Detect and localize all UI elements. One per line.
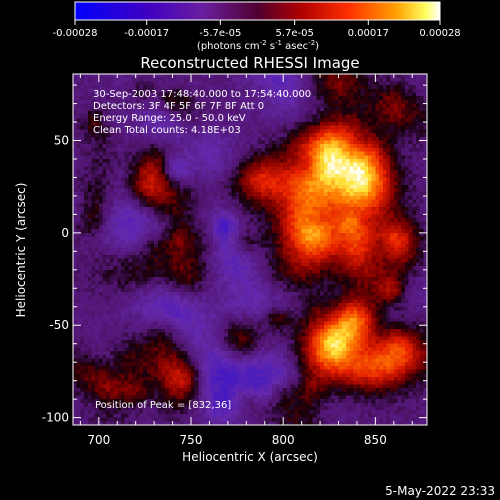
info-text-block: 30-Sep-2003 17:48:40.000 to 17:54:40.000…: [93, 89, 311, 136]
y-tick-label: -50: [49, 318, 69, 332]
y-tick-label: 0: [61, 226, 69, 240]
x-tick-label: 850: [364, 433, 387, 447]
x-axis-label: Heliocentric X (arcsec): [182, 450, 318, 464]
peak-position-text: Position of Peak = [832,36]: [95, 400, 231, 411]
info-line-detectors: Detectors: 3F 4F 5F 6F 7F 8F Att 0: [93, 101, 264, 112]
heatmap-image: [73, 74, 427, 425]
colorbar-tick-label: -0.00028: [53, 28, 98, 39]
colorbar-tick-label: 0.00017: [348, 28, 389, 39]
info-line-energy: Energy Range: 25.0 - 50.0 keV: [93, 113, 246, 124]
y-axis-label: Heliocentric Y (arcsec): [14, 183, 28, 318]
x-tick-label: 700: [87, 433, 110, 447]
timestamp: 5-May-2022 23:33: [385, 484, 495, 498]
colorbar: [75, 2, 440, 20]
colorbar-tick-label: 0.00028: [419, 28, 460, 39]
colorbar-ticks: -0.00028 -0.00017 -5.7e-05 5.7e-05 0.00017 0.…: [53, 20, 461, 39]
colorbar-tick-label: 5.7e-05: [275, 28, 313, 39]
plot-frame: [72, 73, 428, 426]
colorbar-unit-label: (photons cm-2 s-1 asec-2): [197, 39, 319, 52]
info-line-counts: Clean Total counts: 4.18E+03: [93, 125, 241, 136]
colorbar-tick-label: -0.00017: [124, 28, 169, 39]
y-tick-label: 50: [54, 134, 69, 148]
axis-ticks: 700 750 800 850 -100 -50 0 50: [42, 74, 427, 447]
info-line-time: 30-Sep-2003 17:48:40.000 to 17:54:40.000: [93, 89, 311, 100]
colorbar-tick-label: -5.7e-05: [199, 28, 241, 39]
colorbar-frame: [74, 1, 441, 21]
plot-title: Reconstructed RHESSI Image: [140, 54, 359, 72]
x-tick-label: 750: [180, 433, 203, 447]
x-tick-label: 800: [272, 433, 295, 447]
y-tick-label: -100: [42, 411, 69, 425]
